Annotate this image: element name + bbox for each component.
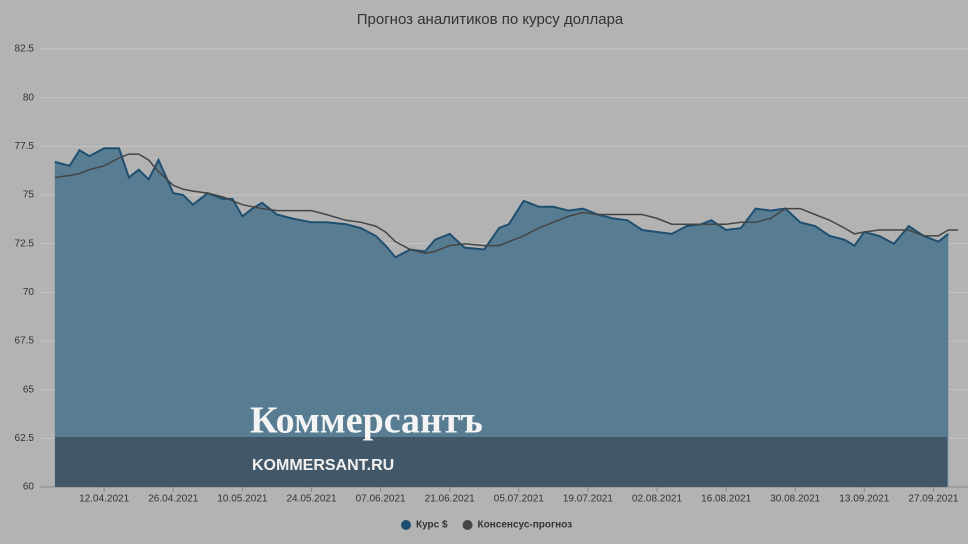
y-tick-label: 82.5 — [15, 44, 35, 55]
y-tick-label: 60 — [23, 482, 35, 493]
legend-marker[interactable] — [462, 520, 473, 530]
x-tick-label: 12.04.2021 — [79, 494, 129, 505]
x-tick-label: 27.09.2021 — [908, 494, 958, 505]
y-tick-label: 75 — [23, 190, 35, 201]
legend-label[interactable]: Курс $ — [416, 520, 448, 531]
series-line — [54, 153, 959, 255]
y-tick-label: 80 — [23, 92, 35, 103]
chart-title: Прогноз аналитиков по курсу доллара — [357, 11, 624, 28]
x-tick-label: 21.06.2021 — [425, 494, 475, 505]
legend: Курс $ Консенсус-прогноз — [401, 520, 572, 531]
watermark-band — [55, 437, 947, 487]
legend-marker[interactable] — [401, 520, 411, 530]
x-tick-label: 13.09.2021 — [839, 494, 889, 505]
legend-label[interactable]: Консенсус-прогноз — [478, 520, 573, 531]
y-tick-label: 65 — [23, 384, 35, 395]
x-tick-label: 10.05.2021 — [217, 494, 267, 505]
x-tick-label: 07.06.2021 — [356, 494, 406, 505]
area — [54, 148, 949, 488]
series-line — [54, 147, 949, 259]
x-tick-label: 30.08.2021 — [770, 494, 820, 505]
y-tick-label: 67.5 — [15, 336, 35, 347]
x-tick-label: 05.07.2021 — [494, 494, 544, 505]
x-tick-label: 19.07.2021 — [563, 494, 613, 505]
x-tick-label: 02.08.2021 — [632, 494, 682, 505]
y-tick-label: 62.5 — [15, 433, 35, 444]
y-tick-label: 72.5 — [15, 238, 35, 249]
x-tick-label: 24.05.2021 — [286, 494, 336, 505]
watermark-url: KOMMERSANT.RU — [252, 457, 394, 474]
y-tick-label: 70 — [23, 287, 35, 298]
x-tick-label: 16.08.2021 — [701, 494, 751, 505]
x-tick-label: 26.04.2021 — [148, 494, 198, 505]
y-tick-label: 77.5 — [15, 141, 35, 152]
watermark-logo: Коммерсантъ — [250, 400, 483, 442]
